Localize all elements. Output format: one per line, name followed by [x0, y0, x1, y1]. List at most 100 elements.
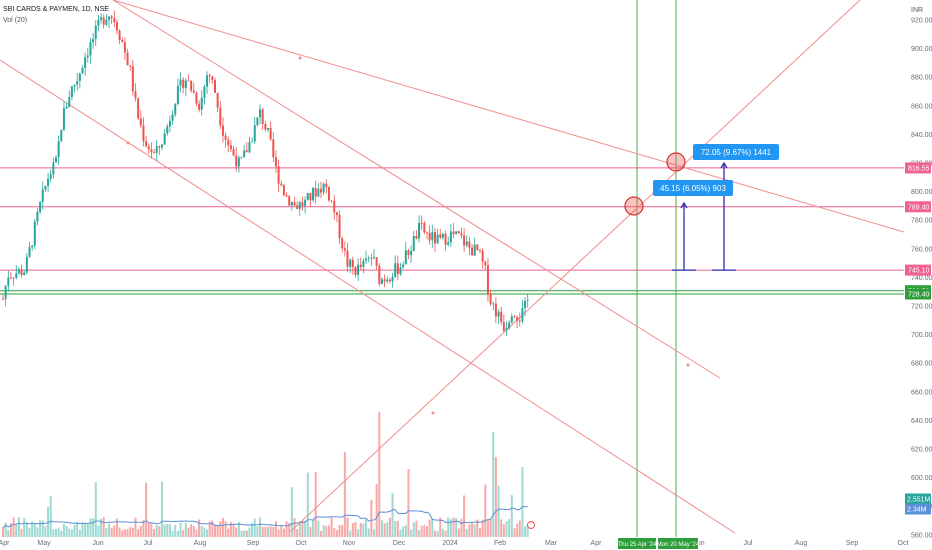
trend-line-marker [298, 56, 302, 60]
measure-callout: 72.05 (9.67%) 1441 [693, 144, 779, 160]
candle-body [113, 18, 116, 23]
y-tick-label: 640.00 [911, 418, 932, 425]
price-axis-label: 789.40 [905, 201, 931, 213]
volume-bar [139, 526, 142, 537]
candle-body [359, 264, 362, 268]
volume-bar [359, 523, 362, 537]
y-tick-label: 900.00 [911, 46, 932, 53]
candle-body [65, 106, 68, 109]
candle-body [518, 320, 521, 322]
volume-bar [105, 528, 108, 537]
volume-indicator-label[interactable]: Vol (20) [3, 17, 28, 24]
volume-bar [518, 520, 521, 537]
candle-body [471, 247, 474, 256]
candle-body [73, 84, 76, 87]
candle-body [500, 311, 503, 323]
volume-bar [494, 457, 497, 537]
candle-body [47, 178, 50, 186]
trend-line-marker [686, 363, 690, 367]
candle-body [441, 233, 444, 238]
y-tick-label: 660.00 [911, 389, 932, 396]
volume-bar [338, 524, 341, 537]
y-tick-label: 860.00 [911, 103, 932, 110]
volume-bar [23, 518, 26, 537]
candle-body [365, 258, 368, 261]
candle-body [176, 85, 179, 104]
candle-body [86, 55, 89, 58]
volume-bar [375, 484, 378, 537]
candle-body [184, 80, 187, 88]
symbol-title[interactable]: SBI CARDS & PAYMEN, 1D, NSE [3, 6, 109, 13]
volume-bar [349, 530, 352, 537]
volume-bar [60, 530, 63, 537]
volume-bar [115, 518, 118, 537]
volume-bar [248, 527, 251, 537]
candle-body [267, 127, 269, 130]
candle-body [494, 303, 497, 317]
candle-body [256, 117, 259, 126]
volume-bar [521, 467, 524, 537]
candle-body [163, 133, 166, 145]
candle-body [131, 66, 134, 92]
volume-bar [280, 525, 283, 537]
candle-body [20, 269, 23, 275]
volume-bar [235, 527, 238, 537]
volume-bar [237, 522, 240, 537]
x-tick-label: Mar [545, 540, 558, 547]
chart-legend[interactable]: SBI CARDS & PAYMEN, 1D, NSE Vol (20) [3, 4, 109, 26]
candle-body [325, 183, 328, 188]
candle-body [457, 231, 460, 234]
x-tick-label: Nov [343, 540, 356, 547]
candle-body [17, 269, 20, 274]
x-tick-label: Dec [393, 540, 406, 547]
date-axis-label: Thu 25 Apr '24 [618, 538, 658, 549]
candle-body [460, 233, 463, 236]
price-axis-label: 728.40 [905, 288, 931, 300]
x-tick-label: Oct [898, 540, 909, 547]
volume-bar [15, 525, 18, 537]
volume-bar [309, 527, 312, 537]
volume-bar [330, 517, 333, 537]
volume-bar [158, 526, 161, 537]
measure-callout-text: 45.15 (6.05%) 903 [660, 184, 726, 193]
candle-body [179, 79, 182, 86]
candle-body [399, 267, 402, 275]
candle-body [362, 260, 365, 268]
measure-arrow-head [720, 161, 728, 169]
volume-bar [161, 481, 163, 537]
price-axis-label-text: 789.40 [908, 204, 930, 211]
volume-bar [102, 517, 105, 537]
volume-bar [497, 485, 500, 537]
date-axis-label-text: Thu 25 Apr '24 [618, 542, 658, 548]
candle-body [338, 215, 341, 239]
volume-bar [224, 521, 227, 537]
volume-bar [65, 526, 68, 537]
candle-body [118, 30, 121, 41]
volume-bar [465, 528, 468, 537]
candle-body [182, 79, 185, 88]
candle-body [502, 322, 505, 331]
volume-bar [2, 527, 4, 537]
volume-bar [452, 517, 455, 537]
volume-bar [367, 528, 370, 537]
candle-body [380, 279, 383, 284]
candle-body [492, 303, 495, 305]
candle-body [145, 140, 148, 147]
volume-bar [33, 524, 36, 537]
volume-axis-label-text: 2.34M [907, 507, 927, 514]
date-axis-label-box [658, 538, 698, 549]
candle-body [153, 152, 156, 154]
volume-bar [524, 526, 527, 537]
volume-bar [68, 528, 71, 537]
candle-body [237, 157, 240, 167]
candle-body [232, 149, 235, 156]
candle-body [433, 232, 436, 244]
volume-bar [468, 524, 471, 537]
volume-bar [285, 521, 288, 537]
volume-bar [436, 530, 439, 537]
volume-bar [182, 530, 185, 537]
volume-bar [370, 499, 373, 537]
candle-body [476, 244, 479, 251]
candle-body [31, 245, 34, 248]
